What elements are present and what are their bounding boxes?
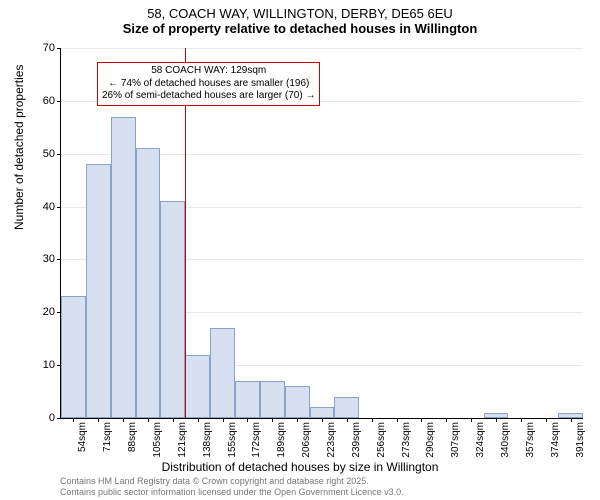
y-tick-label: 0 (49, 412, 55, 424)
x-tick-mark (173, 418, 174, 422)
title-block: 58, COACH WAY, WILLINGTON, DERBY, DE65 6… (0, 0, 600, 36)
annotation-line: 26% of semi-detached houses are larger (… (102, 90, 315, 103)
x-tick-label: 172sqm (251, 422, 262, 458)
x-tick-label: 256sqm (376, 422, 387, 458)
x-tick-label: 138sqm (202, 422, 213, 458)
x-tick-label: 391sqm (575, 422, 586, 458)
y-tick-label: 20 (43, 306, 55, 318)
histogram-bar (61, 296, 86, 418)
annotation-line: ← 74% of detached houses are smaller (19… (102, 78, 315, 91)
histogram-bar (334, 397, 359, 418)
x-tick-mark (446, 418, 447, 422)
plot-area: 01020304050607054sqm71sqm88sqm105sqm121s… (60, 48, 583, 419)
x-tick-mark (347, 418, 348, 422)
x-tick-mark (397, 418, 398, 422)
chart-area: 01020304050607054sqm71sqm88sqm105sqm121s… (60, 48, 582, 418)
x-tick-mark (98, 418, 99, 422)
x-tick-mark (471, 418, 472, 422)
x-tick-mark (272, 418, 273, 422)
x-tick-label: 357sqm (525, 422, 536, 458)
x-tick-mark (297, 418, 298, 422)
y-tick-label: 70 (43, 42, 55, 54)
x-tick-label: 121sqm (177, 422, 188, 458)
x-tick-mark (123, 418, 124, 422)
x-tick-mark (571, 418, 572, 422)
x-tick-label: 307sqm (450, 422, 461, 458)
x-tick-mark (223, 418, 224, 422)
y-axis-label: Number of detached properties (12, 65, 26, 230)
x-tick-mark (546, 418, 547, 422)
histogram-bar (136, 148, 161, 418)
x-tick-label: 54sqm (77, 422, 88, 452)
x-tick-label: 223sqm (326, 422, 337, 458)
y-tick-label: 60 (43, 95, 55, 107)
y-tick-label: 40 (43, 201, 55, 213)
x-axis-label: Distribution of detached houses by size … (0, 460, 600, 474)
y-tick-mark (57, 259, 61, 260)
histogram-bar (86, 164, 111, 418)
y-tick-label: 10 (43, 359, 55, 371)
x-tick-mark (148, 418, 149, 422)
histogram-bar (210, 328, 235, 418)
x-tick-mark (322, 418, 323, 422)
x-tick-mark (198, 418, 199, 422)
x-tick-label: 239sqm (351, 422, 362, 458)
y-tick-mark (57, 418, 61, 419)
histogram-bar (111, 117, 136, 418)
chart-subtitle: Size of property relative to detached ho… (0, 21, 600, 36)
y-tick-mark (57, 101, 61, 102)
annotation-box: 58 COACH WAY: 129sqm← 74% of detached ho… (97, 62, 320, 106)
x-tick-mark (421, 418, 422, 422)
footer-line-1: Contains HM Land Registry data © Crown c… (60, 476, 404, 487)
y-tick-mark (57, 207, 61, 208)
histogram-bar (235, 381, 260, 418)
x-tick-label: 155sqm (227, 422, 238, 458)
y-tick-mark (57, 154, 61, 155)
y-tick-label: 50 (43, 148, 55, 160)
histogram-bar (185, 355, 210, 418)
x-tick-label: 206sqm (301, 422, 312, 458)
histogram-bar (285, 386, 310, 418)
x-tick-label: 71sqm (102, 422, 113, 452)
x-tick-mark (521, 418, 522, 422)
x-tick-mark (247, 418, 248, 422)
y-tick-mark (57, 48, 61, 49)
annotation-line: 58 COACH WAY: 129sqm (102, 65, 315, 78)
x-tick-mark (73, 418, 74, 422)
footer-line-2: Contains public sector information licen… (60, 487, 404, 498)
x-tick-label: 88sqm (127, 422, 138, 452)
histogram-bar (260, 381, 285, 418)
chart-container: 58, COACH WAY, WILLINGTON, DERBY, DE65 6… (0, 0, 600, 500)
x-tick-label: 273sqm (401, 422, 412, 458)
x-tick-mark (372, 418, 373, 422)
histogram-bar (160, 201, 185, 418)
x-tick-label: 189sqm (276, 422, 287, 458)
x-tick-mark (496, 418, 497, 422)
gridline (61, 48, 583, 49)
x-tick-label: 324sqm (475, 422, 486, 458)
x-tick-label: 374sqm (550, 422, 561, 458)
x-tick-label: 105sqm (152, 422, 163, 458)
x-tick-label: 340sqm (500, 422, 511, 458)
footer-text: Contains HM Land Registry data © Crown c… (60, 476, 404, 498)
chart-title: 58, COACH WAY, WILLINGTON, DERBY, DE65 6… (0, 6, 600, 21)
histogram-bar (310, 407, 335, 418)
x-tick-label: 290sqm (425, 422, 436, 458)
y-tick-label: 30 (43, 253, 55, 265)
